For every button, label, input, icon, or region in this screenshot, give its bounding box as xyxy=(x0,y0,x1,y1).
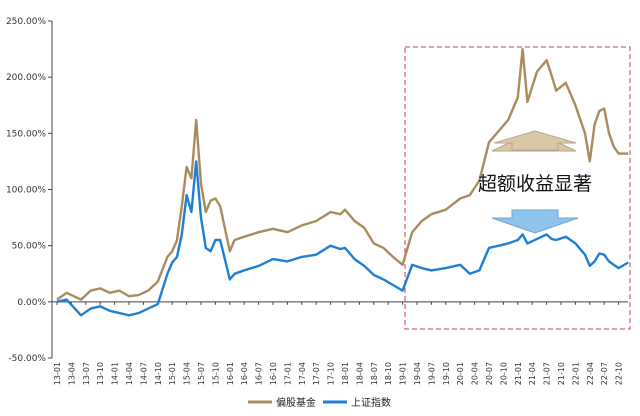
x-tick-label: 19-01 xyxy=(399,362,408,385)
x-tick-label: 14-01 xyxy=(111,362,120,385)
x-tick-label: 13-07 xyxy=(82,362,91,385)
x-tick-label: 21-01 xyxy=(514,362,523,385)
x-tick-label: 18-01 xyxy=(341,362,350,385)
x-tick-label: 22-10 xyxy=(615,362,624,385)
y-axis: -50.00% 0.00% 50.00% 100.00% 150.00% 200.00% 2… xyxy=(6,17,53,364)
x-tick-label: 15-01 xyxy=(168,362,177,385)
x-axis: 13-01 13-04 13-07 13-10 14-01 14-04 14-07 14-10… xyxy=(52,301,628,385)
x-tick-label: 16-10 xyxy=(269,362,278,385)
x-tick-label: 14-04 xyxy=(125,362,134,385)
x-tick-label: 14-07 xyxy=(139,362,148,385)
x-tick-label: 22-07 xyxy=(600,362,609,385)
legend-label-index: 上证指数 xyxy=(351,396,391,409)
x-tick-label: 13-04 xyxy=(67,362,76,385)
highlight-box xyxy=(404,46,631,330)
x-tick-label: 18-04 xyxy=(355,362,364,385)
y-tick-label: -50.00% xyxy=(8,354,46,364)
x-tick-label: 16-01 xyxy=(226,362,235,385)
arrow-up-head xyxy=(493,130,577,151)
x-tick-label: 17-07 xyxy=(312,362,321,385)
x-tick-label: 15-04 xyxy=(183,362,192,385)
x-tick-label: 21-04 xyxy=(528,362,537,385)
x-tick-label: 20-10 xyxy=(499,362,508,385)
series-layer xyxy=(56,47,629,317)
x-tick-label: 18-07 xyxy=(370,362,379,385)
x-tick-label: 14-10 xyxy=(154,362,163,385)
x-tick-label: 18-10 xyxy=(384,362,393,385)
x-tick-label: 15-10 xyxy=(211,362,220,385)
x-tick-label: 21-10 xyxy=(557,362,566,385)
y-tick-label: 0.00% xyxy=(17,298,46,308)
highlight-region xyxy=(404,46,631,330)
legend-label-fund: 偏股基金 xyxy=(276,396,316,409)
x-tick-label: 17-01 xyxy=(283,362,292,385)
y-tick-label: 150.00% xyxy=(6,129,46,139)
x-tick-label: 17-04 xyxy=(298,362,307,385)
x-tick-label: 22-04 xyxy=(586,362,595,385)
annotation-label: 超额收益显著 xyxy=(478,173,592,195)
legend: 偏股基金 上证指数 xyxy=(248,396,391,409)
series-line-fund xyxy=(56,47,629,301)
x-tick-label: 16-04 xyxy=(240,362,249,385)
y-tick-label: 200.00% xyxy=(6,73,46,83)
x-tick-label: 16-07 xyxy=(255,362,264,385)
x-tick-label: 20-07 xyxy=(485,362,494,385)
x-tick-label: 17-10 xyxy=(327,362,336,385)
x-tick-label: 20-01 xyxy=(456,362,465,385)
series-line-index xyxy=(56,160,629,317)
x-tick-label: 22-01 xyxy=(571,362,580,385)
x-tick-label: 19-04 xyxy=(413,362,422,385)
x-tick-label: 21-07 xyxy=(543,362,552,385)
x-tick-label: 19-10 xyxy=(442,362,451,385)
y-tick-label: 250.00% xyxy=(6,17,46,27)
x-tick-label: 13-10 xyxy=(96,362,105,385)
arrow-down-shape xyxy=(491,209,579,234)
x-tick-label: 15-07 xyxy=(197,362,206,385)
x-tick-label: 13-01 xyxy=(53,362,62,385)
x-tick-label: 20-04 xyxy=(471,362,480,385)
arrow-layer xyxy=(491,130,579,234)
y-tick-label: 50.00% xyxy=(12,242,47,252)
x-tick-label: 19-07 xyxy=(427,362,436,385)
y-tick-label: 100.00% xyxy=(6,186,46,196)
